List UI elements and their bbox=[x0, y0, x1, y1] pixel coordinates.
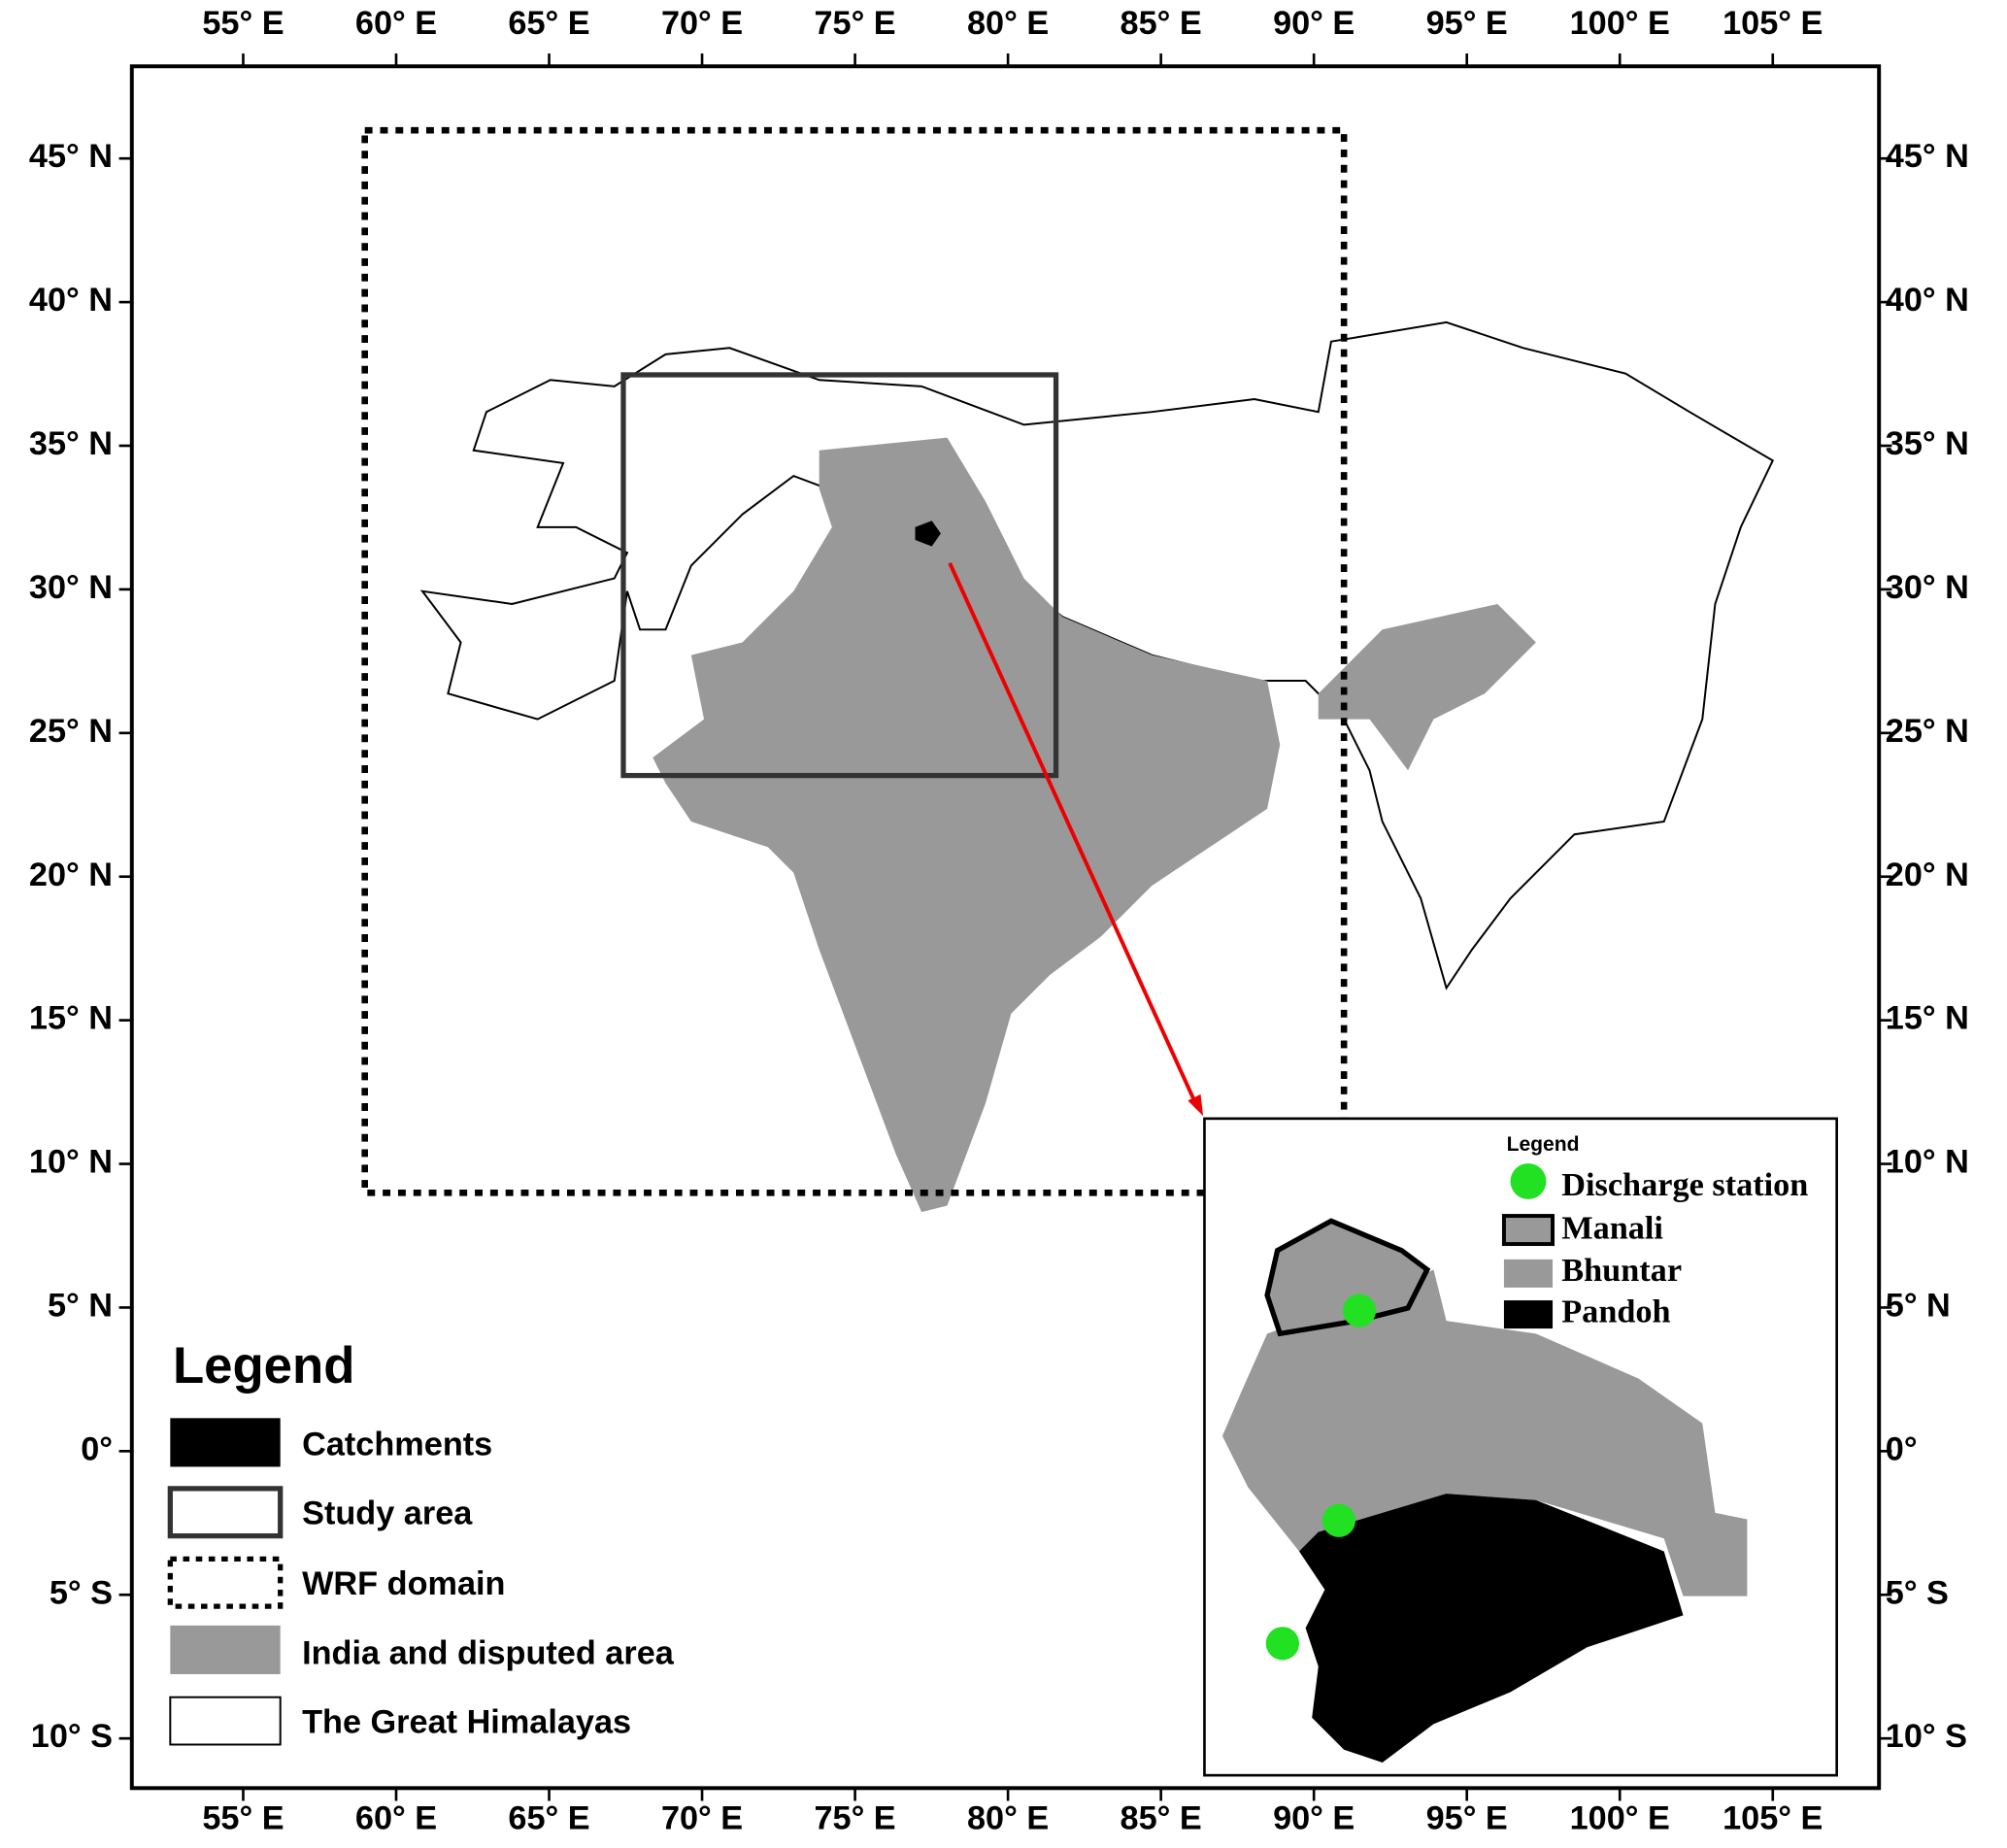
india-area bbox=[652, 437, 1281, 1213]
legend-label: India and disputed area bbox=[302, 1634, 675, 1671]
catchment bbox=[915, 521, 941, 547]
discharge-station bbox=[1265, 1627, 1300, 1661]
discharge-station bbox=[1321, 1503, 1356, 1537]
x-tick-label: 70° E bbox=[661, 1799, 743, 1836]
y-tick-label: 35° N bbox=[29, 425, 113, 462]
legend-symbol bbox=[1503, 1300, 1554, 1329]
y-tick-label: 10° S bbox=[31, 1718, 113, 1755]
study-area bbox=[620, 372, 1059, 779]
y-tick-label: 40° N bbox=[29, 282, 113, 319]
x-tick-label: 70° E bbox=[661, 5, 743, 42]
x-tick-label: 55° E bbox=[202, 1799, 284, 1836]
y-tick-label: 15° N bbox=[1886, 1000, 1969, 1037]
x-tick-label: 90° E bbox=[1273, 1799, 1355, 1836]
legend-label: Bhuntar bbox=[1561, 1252, 1682, 1289]
legend-title: Legend bbox=[173, 1337, 354, 1394]
inset-legend-title: Legend bbox=[1507, 1133, 1580, 1156]
y-tick-label: 15° N bbox=[29, 1000, 113, 1037]
manali-area bbox=[1264, 1218, 1431, 1337]
x-tick-label: 100° E bbox=[1570, 1799, 1670, 1836]
legend-label: Manali bbox=[1561, 1210, 1663, 1247]
y-tick-label: 5° N bbox=[48, 1287, 113, 1324]
x-tick-label: 65° E bbox=[508, 1799, 589, 1836]
y-tick-label: 0° bbox=[81, 1430, 113, 1467]
legend-symbol bbox=[167, 1486, 284, 1539]
wrf-domain bbox=[361, 126, 1348, 1196]
x-tick-label: 105° E bbox=[1723, 1799, 1823, 1836]
legend-label: The Great Himalayas bbox=[302, 1703, 631, 1740]
y-tick-label: 20° N bbox=[1886, 857, 1969, 893]
y-tick-label: 45° N bbox=[1886, 138, 1969, 175]
y-tick-label: 10° S bbox=[1886, 1718, 1967, 1755]
pandoh-area bbox=[1299, 1494, 1684, 1763]
arrow bbox=[948, 561, 1198, 1104]
legend-label: WRF domain bbox=[302, 1565, 505, 1602]
x-tick-label: 80° E bbox=[967, 5, 1049, 42]
legend-symbol bbox=[169, 1696, 282, 1746]
discharge-station bbox=[1342, 1294, 1377, 1327]
y-tick-label: 5° S bbox=[50, 1574, 113, 1611]
y-tick-label: 20° N bbox=[29, 857, 113, 893]
x-tick-label: 90° E bbox=[1273, 5, 1355, 42]
x-tick-label: 85° E bbox=[1121, 1799, 1202, 1836]
himalaya-outline bbox=[419, 320, 1775, 991]
x-tick-label: 75° E bbox=[814, 5, 895, 42]
legend-symbol bbox=[1503, 1259, 1554, 1288]
legend-label: Discharge station bbox=[1561, 1166, 1808, 1203]
y-tick-label: 25° N bbox=[1886, 713, 1969, 750]
x-tick-label: 60° E bbox=[355, 1799, 437, 1836]
x-tick-label: 95° E bbox=[1426, 5, 1508, 42]
legend-label: Study area bbox=[302, 1495, 473, 1532]
y-tick-label: 40° N bbox=[1886, 282, 1969, 319]
x-tick-label: 85° E bbox=[1121, 5, 1202, 42]
legend-label: Catchments bbox=[302, 1426, 492, 1462]
india-northeast bbox=[1318, 603, 1536, 771]
arrow-head bbox=[1187, 1093, 1204, 1117]
x-tick-label: 60° E bbox=[355, 5, 437, 42]
legend-symbol bbox=[1501, 1214, 1555, 1247]
x-tick-label: 95° E bbox=[1426, 1799, 1508, 1836]
y-tick-label: 35° N bbox=[1886, 425, 1969, 462]
legend-symbol bbox=[1510, 1163, 1547, 1199]
y-tick-label: 30° N bbox=[1886, 569, 1969, 606]
y-tick-label: 30° N bbox=[29, 569, 113, 606]
y-tick-label: 5° S bbox=[1886, 1574, 1949, 1611]
x-tick-label: 75° E bbox=[814, 1799, 895, 1836]
legend-symbol bbox=[170, 1625, 281, 1674]
x-tick-label: 100° E bbox=[1570, 5, 1670, 42]
y-tick-label: 25° N bbox=[29, 713, 113, 750]
legend-symbol bbox=[167, 1556, 284, 1609]
legend-symbol bbox=[170, 1418, 281, 1467]
x-tick-label: 65° E bbox=[508, 5, 589, 42]
y-tick-label: 0° bbox=[1886, 1430, 1918, 1467]
x-tick-label: 55° E bbox=[202, 5, 284, 42]
x-tick-label: 105° E bbox=[1723, 5, 1823, 42]
y-tick-label: 5° N bbox=[1886, 1287, 1951, 1324]
y-tick-label: 10° N bbox=[1886, 1144, 1969, 1181]
y-tick-label: 45° N bbox=[29, 138, 113, 175]
y-tick-label: 10° N bbox=[29, 1144, 113, 1181]
x-tick-label: 80° E bbox=[967, 1799, 1049, 1836]
legend-label: Pandoh bbox=[1561, 1293, 1670, 1329]
